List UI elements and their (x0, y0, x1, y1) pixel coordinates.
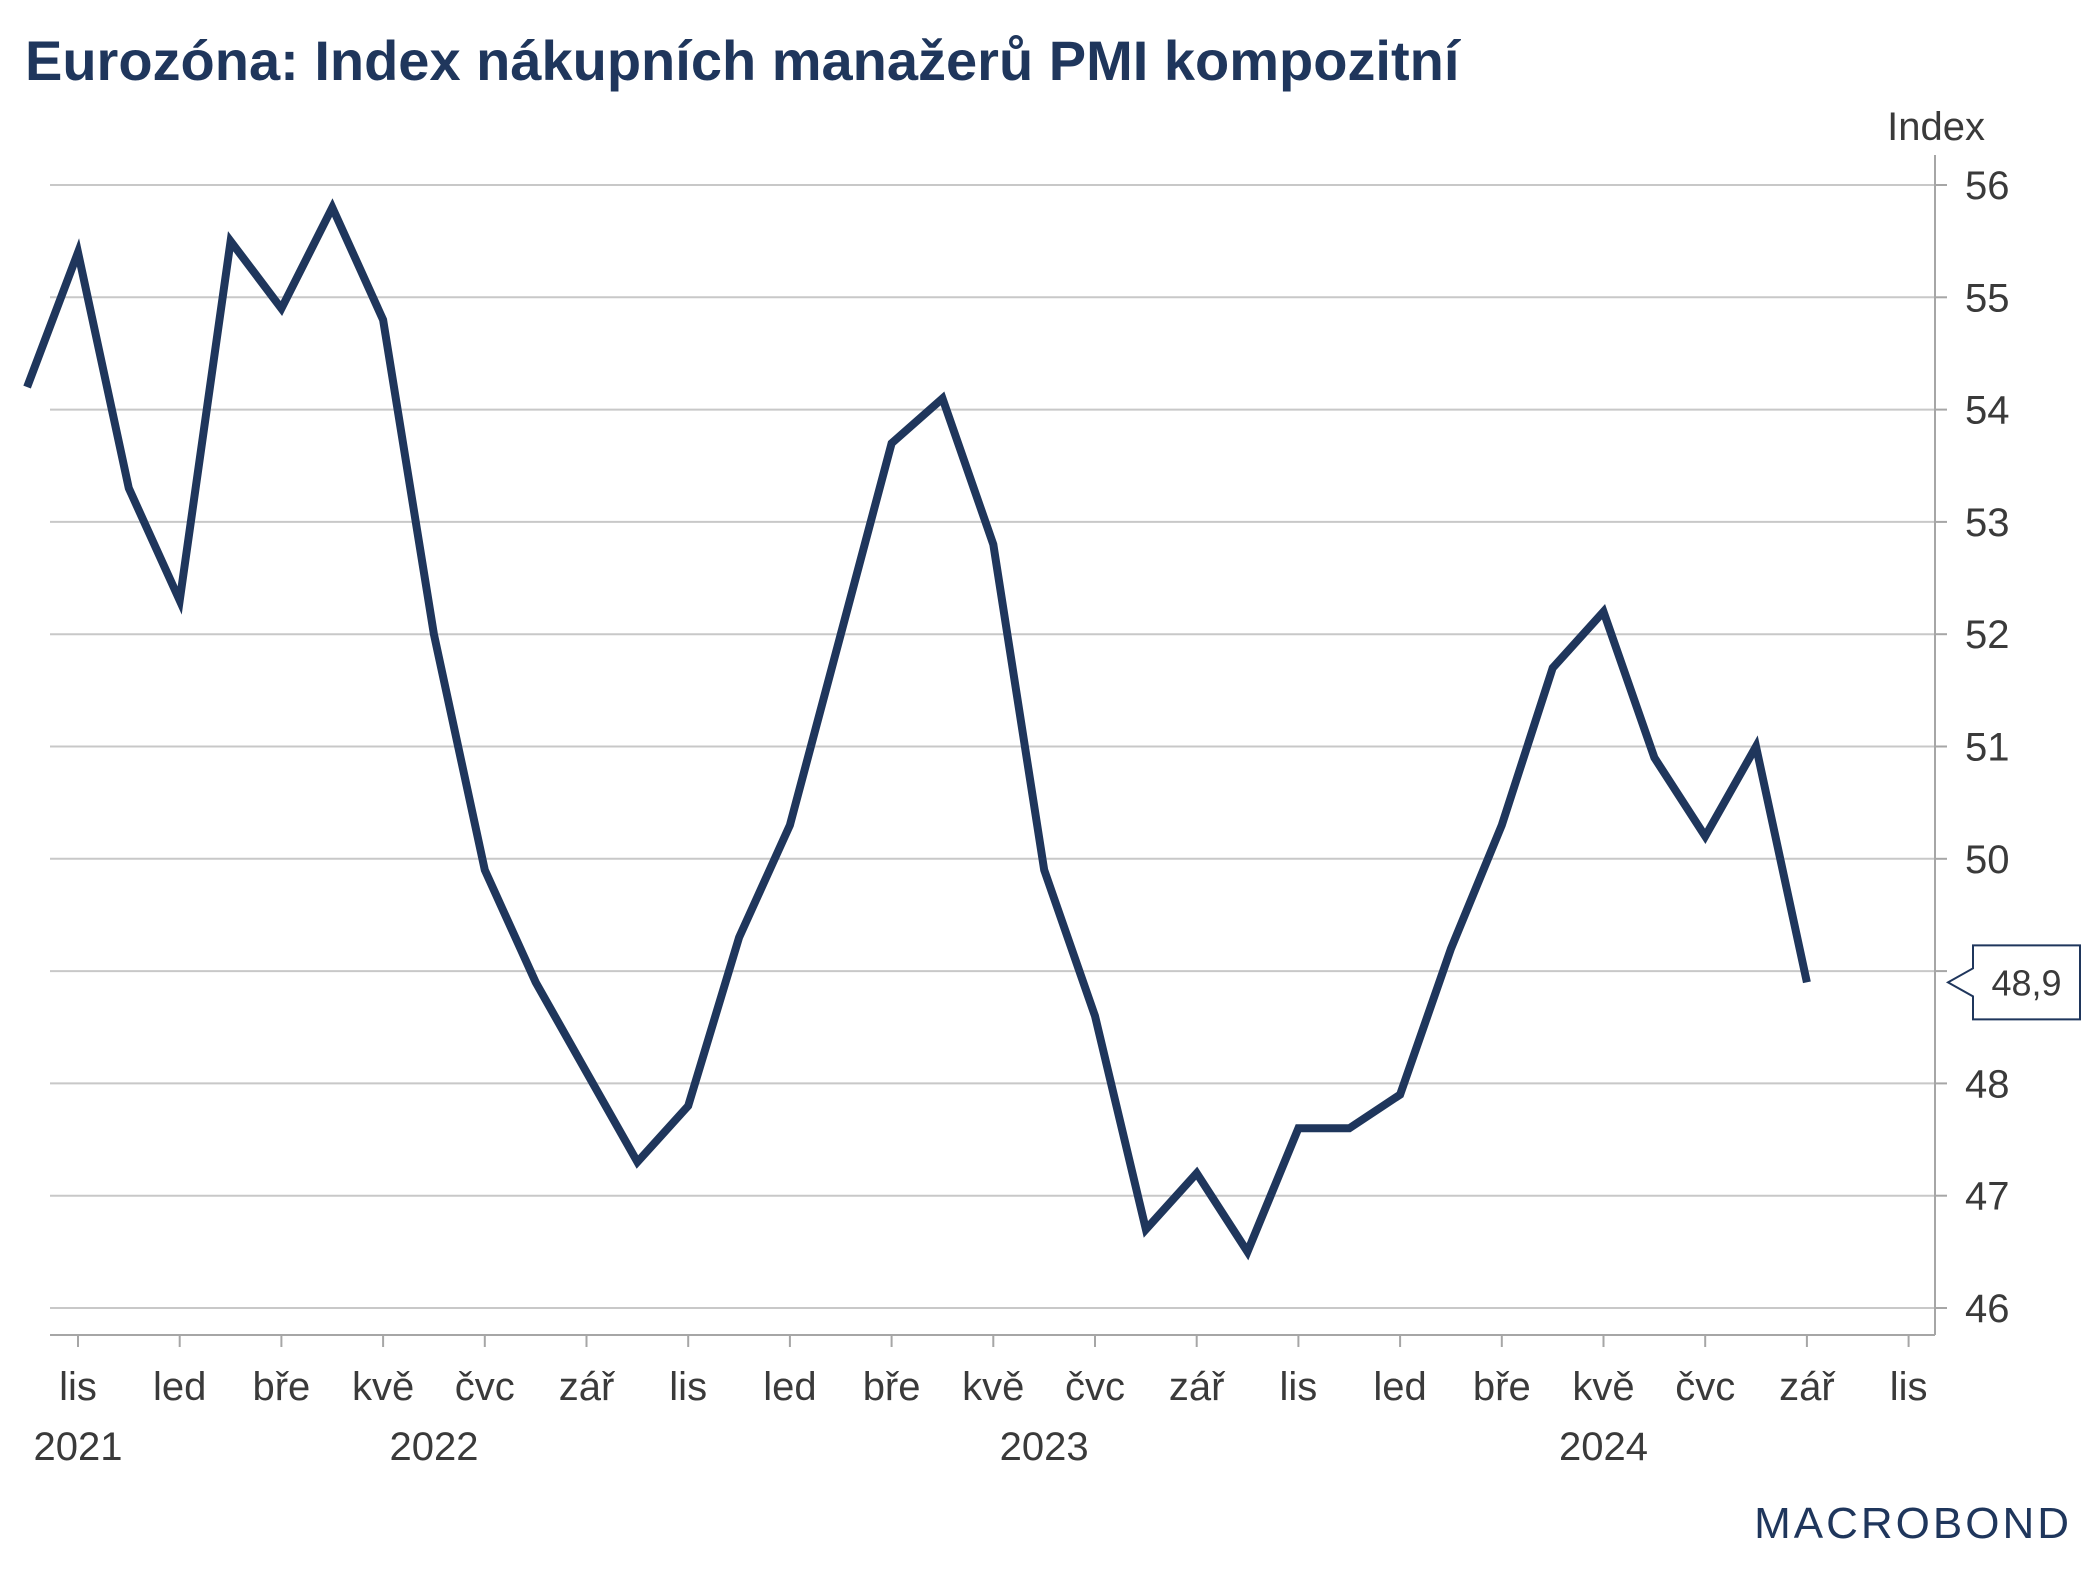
x-tick-label: lis (1280, 1365, 1318, 1409)
y-tick-label: 54 (1965, 389, 2010, 433)
series-group (23, 198, 1811, 1261)
y-axis-ticks: 56 55 54 53 52 51 50 48 47 46 (1935, 164, 2010, 1331)
x-tick-label: bře (1473, 1365, 1531, 1409)
y-tick-label: 51 (1965, 726, 2010, 770)
gridlines (50, 184, 1935, 1309)
x-tick-label: čvc (455, 1365, 515, 1409)
x-tick-label: čvc (1675, 1365, 1735, 1409)
x-tick-label: bře (863, 1365, 921, 1409)
x-year-label: 2024 (1559, 1425, 1648, 1469)
y-tick-label: 55 (1965, 276, 2010, 320)
x-tick-label: kvě (1572, 1365, 1634, 1409)
x-tick-label: bře (252, 1365, 310, 1409)
last-value-callout-box (1945, 944, 2081, 1021)
x-tick-label: led (1373, 1365, 1426, 1409)
x-year-label: 2022 (389, 1425, 478, 1469)
y-tick-label: 50 (1965, 838, 2010, 882)
x-tick-label: zář (1779, 1365, 1836, 1409)
x-tick-label: lis (1890, 1365, 1928, 1409)
x-tick-label: kvě (352, 1365, 414, 1409)
x-tick-label: led (763, 1365, 816, 1409)
y-tick-label: 53 (1965, 501, 2010, 545)
x-axis-ticks: lis led bře kvě čvc zář lis led bře kvě čvc zář lis l… (34, 1335, 1928, 1469)
x-tick-label: lis (669, 1365, 707, 1409)
y-tick-label: 48 (1965, 1062, 2010, 1106)
y-tick-label: 46 (1965, 1287, 2010, 1331)
x-tick-label: zář (1169, 1365, 1226, 1409)
x-tick-label: led (153, 1365, 206, 1409)
x-tick-label: lis (59, 1365, 97, 1409)
pmi-series-line (23, 198, 1811, 1261)
chart-title: Eurozóna: Index nákupních manažerů PMI k… (25, 29, 1462, 92)
x-tick-label: čvc (1065, 1365, 1125, 1409)
y-axis-unit-label: Index (1887, 105, 1985, 149)
x-tick-label: zář (559, 1365, 616, 1409)
last-value-label: 48,9 (1991, 962, 2061, 1003)
x-year-label: 2021 (34, 1425, 123, 1469)
macrobond-logo: MACROBOND (1754, 1499, 2072, 1548)
y-tick-label: 56 (1965, 164, 2010, 208)
y-tick-label: 52 (1965, 613, 2010, 657)
x-tick-label: kvě (962, 1365, 1024, 1409)
y-tick-label: 47 (1965, 1175, 2010, 1219)
logo-text: MACROBOND (1754, 1499, 2072, 1548)
x-year-label: 2023 (1000, 1425, 1089, 1469)
last-value-callout: 48,9 (1945, 944, 2081, 1021)
